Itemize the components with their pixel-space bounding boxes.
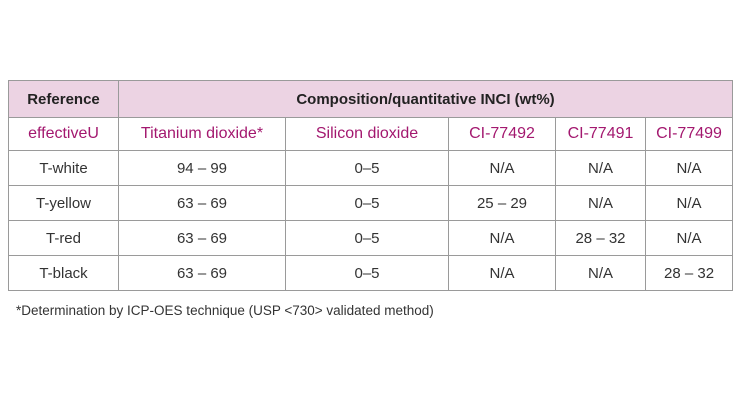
composition-table: Reference Composition/quantitative INCI … <box>8 80 734 291</box>
cell: N/A <box>644 185 734 221</box>
cell: 25 – 29 <box>448 185 556 221</box>
header-row: Reference Composition/quantitative INCI … <box>8 80 734 118</box>
data-row: T-red 63 – 69 0–5 N/A 28 – 32 N/A <box>8 220 734 256</box>
data-row: T-yellow 63 – 69 0–5 25 – 29 N/A N/A <box>8 185 734 221</box>
column-header: CI-77491 <box>555 117 646 151</box>
column-header-row: effectiveU Titanium dioxide* Silicon dioxi… <box>8 117 734 151</box>
cell: 63 – 69 <box>118 220 286 256</box>
cell: 63 – 69 <box>118 255 286 291</box>
cell: 0–5 <box>285 255 449 291</box>
cell: 0–5 <box>285 185 449 221</box>
footnote: *Determination by ICP-OES technique (USP… <box>16 303 434 318</box>
header-cell: Reference <box>8 80 119 118</box>
cell: 28 – 32 <box>555 220 646 256</box>
cell: N/A <box>448 150 556 186</box>
cell: T-yellow <box>8 185 119 221</box>
cell: T-white <box>8 150 119 186</box>
cell: N/A <box>555 150 646 186</box>
cell: 63 – 69 <box>118 185 286 221</box>
column-header: CI-77499 <box>644 117 734 151</box>
cell: 94 – 99 <box>118 150 286 186</box>
cell: N/A <box>644 150 734 186</box>
cell: 0–5 <box>285 220 449 256</box>
column-header: Silicon dioxide <box>285 117 449 151</box>
column-header: effectiveU <box>8 117 119 151</box>
column-header: CI-77492 <box>448 117 556 151</box>
cell: 28 – 32 <box>644 255 734 291</box>
header-cell: Composition/quantitative INCI (wt%) <box>117 80 734 118</box>
cell: 0–5 <box>285 150 449 186</box>
cell: T-red <box>8 220 119 256</box>
cell: T-black <box>8 255 119 291</box>
cell: N/A <box>644 220 734 256</box>
data-row: T-black 63 – 69 0–5 N/A N/A 28 – 32 <box>8 255 734 291</box>
cell: N/A <box>448 255 556 291</box>
cell: N/A <box>448 220 556 256</box>
data-row: T-white 94 – 99 0–5 N/A N/A N/A <box>8 150 734 186</box>
column-header: Titanium dioxide* <box>118 117 286 151</box>
cell: N/A <box>555 255 646 291</box>
cell: N/A <box>555 185 646 221</box>
